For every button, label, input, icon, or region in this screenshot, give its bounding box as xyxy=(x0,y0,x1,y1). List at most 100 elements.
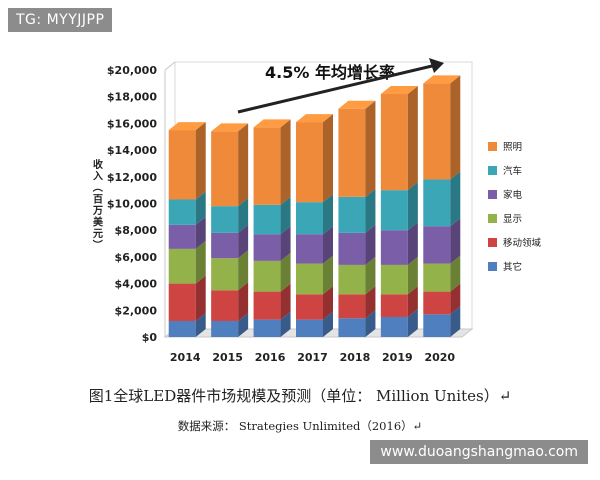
bar-segment-side xyxy=(323,226,333,264)
bar-segment-side xyxy=(323,286,333,320)
legend-label: 其它 xyxy=(503,261,522,273)
bar-segment xyxy=(211,131,239,207)
bar-segment xyxy=(380,94,408,191)
bar-segment xyxy=(380,264,408,295)
x-tick-label: 2019 xyxy=(382,351,413,364)
bar-segment-side xyxy=(450,75,461,180)
legend-swatch xyxy=(488,190,497,199)
bar-segment xyxy=(296,234,323,264)
legend-swatch xyxy=(488,214,497,223)
bar-segment xyxy=(338,232,366,265)
x-tick-label: 2014 xyxy=(170,351,201,364)
y-tick-label: $8,000 xyxy=(115,224,158,237)
bars-layer: 2014 2015 2016 2017 2018 2019 2020 xyxy=(168,75,461,364)
bar-segment-side xyxy=(450,218,461,264)
bar-segment-side xyxy=(407,256,418,295)
bar-top-face xyxy=(211,123,249,132)
bar-segment-side xyxy=(365,310,376,337)
y-axis-label-char: 百 xyxy=(93,194,103,206)
bar-segment xyxy=(338,294,366,319)
bar-segment-side xyxy=(195,191,206,225)
legend-label: 显示 xyxy=(503,214,522,225)
bar-segment xyxy=(253,204,281,235)
x-tick-label: 2015 xyxy=(212,351,243,364)
bar-segment-side xyxy=(238,250,249,291)
bar-segment-side xyxy=(407,222,418,265)
bar-segment-side xyxy=(450,255,461,292)
bar-segment-side xyxy=(365,256,376,295)
bar-segment xyxy=(211,258,239,291)
x-tick-label: 2017 xyxy=(297,351,328,364)
bar-segment xyxy=(296,122,323,203)
legend-swatch xyxy=(488,238,497,247)
bar-segment xyxy=(253,260,281,292)
bar-segment-side xyxy=(407,286,418,317)
y-axis-label-char: 万 xyxy=(92,205,103,217)
bar-segment-side xyxy=(195,312,206,337)
bar-segment xyxy=(380,316,408,337)
y-tick-label: $18,000 xyxy=(107,91,157,104)
bar-segment xyxy=(423,291,451,315)
bar-segment xyxy=(211,206,239,233)
bar-segment xyxy=(380,294,408,317)
bar-segment-side xyxy=(407,86,418,191)
y-axis-label-char: 入 xyxy=(93,171,103,183)
watermark-top: TG: MYYJJPP xyxy=(8,8,113,32)
bar-segment xyxy=(338,318,366,337)
annotation-layer: 4.5% 年均增长率 xyxy=(237,58,444,114)
y-tick-label: $16,000 xyxy=(107,117,157,130)
y-tick-label: $2,000 xyxy=(115,304,158,317)
bar-segment-side xyxy=(323,255,333,295)
bar-segment-side xyxy=(323,194,333,235)
bar-segment xyxy=(423,226,451,264)
bar-segment xyxy=(423,314,451,337)
y-axis-label-char: 美 xyxy=(93,216,104,229)
bar-segment-side xyxy=(407,182,418,231)
bar-segment-side xyxy=(238,224,249,259)
bar-segment xyxy=(338,264,366,295)
bar-segment xyxy=(168,283,196,321)
bar-top-face xyxy=(423,75,461,84)
bar-segment xyxy=(423,263,451,292)
bar-segment-side xyxy=(365,188,376,233)
bar-segment xyxy=(296,294,323,320)
x-tick-label: 2016 xyxy=(255,351,286,364)
bar-segment xyxy=(296,202,323,235)
bar-segment-side xyxy=(280,311,291,337)
bar-segment xyxy=(253,291,281,320)
y-axis-label-char: 收 xyxy=(93,158,103,171)
bar-segment-side xyxy=(450,306,461,337)
bar-segment xyxy=(423,179,451,227)
y-tick-label: $12,000 xyxy=(107,171,157,184)
bar-segment-side xyxy=(238,282,249,321)
y-axis-label-char: （ xyxy=(91,182,104,192)
watermark-bottom: www.duoangshangmao.com xyxy=(370,440,588,464)
y-axis-label-char: 元 xyxy=(93,228,103,240)
bar-segment xyxy=(168,320,196,337)
bar-segment xyxy=(423,83,451,180)
legend-label: 移动领域 xyxy=(503,237,542,249)
bar-segment-side xyxy=(407,308,418,337)
bar-segment xyxy=(168,199,196,225)
bar-segment-side xyxy=(323,114,333,203)
bar-segment-side xyxy=(365,224,376,265)
y-tick-label: $4,000 xyxy=(115,278,158,291)
legend-label: 汽车 xyxy=(503,165,522,177)
bar-segment-side xyxy=(280,119,291,205)
y-tick-label: $10,000 xyxy=(107,198,157,211)
bar-top-face xyxy=(380,86,418,95)
bar-segment-side xyxy=(365,286,376,319)
bar-segment-side xyxy=(195,122,206,200)
chart-caption: 图1全球LED器件市场规模及预测（单位： Million Unites）↵ xyxy=(88,387,512,405)
bar-segment-side xyxy=(238,198,249,233)
legend-swatch xyxy=(488,262,497,271)
bar-segment-side xyxy=(280,252,291,292)
x-tick-label: 2018 xyxy=(340,351,371,364)
bar-segment-side xyxy=(195,240,206,284)
bar-top-face xyxy=(296,114,333,123)
legend-label: 家电 xyxy=(503,189,523,201)
y-axis-depth-line xyxy=(164,61,176,71)
bar-segment xyxy=(168,248,196,284)
